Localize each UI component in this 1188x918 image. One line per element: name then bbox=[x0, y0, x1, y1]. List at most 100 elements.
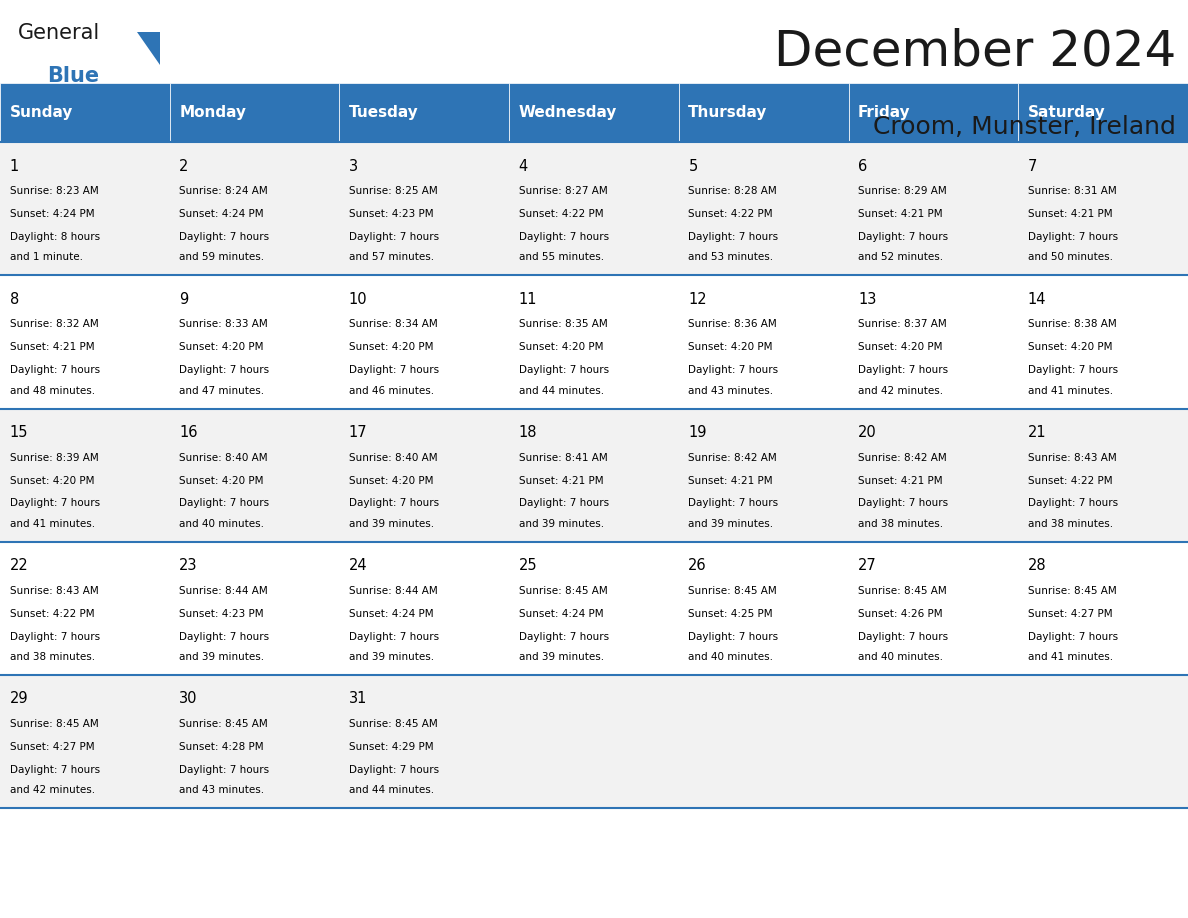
Text: Daylight: 7 hours: Daylight: 7 hours bbox=[179, 765, 270, 775]
Text: and 53 minutes.: and 53 minutes. bbox=[688, 252, 773, 263]
Text: Sunset: 4:20 PM: Sunset: 4:20 PM bbox=[179, 476, 264, 486]
Bar bbox=[848, 409, 1018, 542]
Text: Sunrise: 8:29 AM: Sunrise: 8:29 AM bbox=[858, 186, 947, 196]
Text: Sunrise: 8:23 AM: Sunrise: 8:23 AM bbox=[10, 186, 99, 196]
Bar bbox=[1018, 542, 1188, 675]
Text: 3: 3 bbox=[349, 159, 358, 174]
Text: Daylight: 7 hours: Daylight: 7 hours bbox=[519, 365, 608, 375]
Text: Sunrise: 8:31 AM: Sunrise: 8:31 AM bbox=[1028, 186, 1117, 196]
Text: Daylight: 7 hours: Daylight: 7 hours bbox=[1028, 632, 1118, 642]
Bar bbox=[678, 275, 848, 409]
Bar bbox=[0, 83, 170, 142]
Bar bbox=[510, 275, 678, 409]
Text: Sunset: 4:20 PM: Sunset: 4:20 PM bbox=[1028, 342, 1112, 353]
Text: Sunrise: 8:45 AM: Sunrise: 8:45 AM bbox=[519, 586, 607, 596]
Polygon shape bbox=[137, 32, 160, 65]
Text: Sunset: 4:28 PM: Sunset: 4:28 PM bbox=[179, 742, 264, 752]
Text: Sunset: 4:27 PM: Sunset: 4:27 PM bbox=[10, 742, 94, 752]
Text: Sunset: 4:21 PM: Sunset: 4:21 PM bbox=[858, 209, 943, 219]
Text: Daylight: 7 hours: Daylight: 7 hours bbox=[179, 632, 270, 642]
Text: Friday: Friday bbox=[858, 105, 911, 120]
Text: Sunrise: 8:45 AM: Sunrise: 8:45 AM bbox=[858, 586, 947, 596]
Text: Sunrise: 8:24 AM: Sunrise: 8:24 AM bbox=[179, 186, 268, 196]
Text: Sunset: 4:25 PM: Sunset: 4:25 PM bbox=[688, 609, 773, 619]
Text: 12: 12 bbox=[688, 292, 707, 307]
Text: 11: 11 bbox=[519, 292, 537, 307]
Text: and 48 minutes.: and 48 minutes. bbox=[10, 386, 95, 396]
Text: and 39 minutes.: and 39 minutes. bbox=[519, 652, 604, 662]
Text: and 50 minutes.: and 50 minutes. bbox=[1028, 252, 1113, 263]
Text: Daylight: 7 hours: Daylight: 7 hours bbox=[688, 632, 778, 642]
Text: Tuesday: Tuesday bbox=[349, 105, 418, 120]
Text: and 39 minutes.: and 39 minutes. bbox=[349, 652, 434, 662]
Text: Sunrise: 8:37 AM: Sunrise: 8:37 AM bbox=[858, 319, 947, 330]
Text: Sunrise: 8:41 AM: Sunrise: 8:41 AM bbox=[519, 453, 607, 463]
Bar bbox=[0, 542, 170, 675]
Text: Daylight: 7 hours: Daylight: 7 hours bbox=[1028, 498, 1118, 509]
Text: Sunrise: 8:40 AM: Sunrise: 8:40 AM bbox=[179, 453, 267, 463]
Text: 18: 18 bbox=[519, 425, 537, 440]
Bar bbox=[1018, 142, 1188, 275]
Text: Sunrise: 8:28 AM: Sunrise: 8:28 AM bbox=[688, 186, 777, 196]
Text: Daylight: 7 hours: Daylight: 7 hours bbox=[10, 498, 100, 509]
Text: 28: 28 bbox=[1028, 558, 1047, 573]
Text: 22: 22 bbox=[10, 558, 29, 573]
Text: Sunrise: 8:38 AM: Sunrise: 8:38 AM bbox=[1028, 319, 1117, 330]
Text: Daylight: 7 hours: Daylight: 7 hours bbox=[858, 498, 948, 509]
Bar bbox=[340, 542, 510, 675]
Text: Daylight: 7 hours: Daylight: 7 hours bbox=[10, 765, 100, 775]
Text: 24: 24 bbox=[349, 558, 367, 573]
Text: 26: 26 bbox=[688, 558, 707, 573]
Text: 14: 14 bbox=[1028, 292, 1047, 307]
Bar bbox=[678, 142, 848, 275]
Bar bbox=[848, 675, 1018, 808]
Bar bbox=[510, 542, 678, 675]
Text: Sunset: 4:27 PM: Sunset: 4:27 PM bbox=[1028, 609, 1112, 619]
Text: 25: 25 bbox=[519, 558, 537, 573]
Text: Sunset: 4:29 PM: Sunset: 4:29 PM bbox=[349, 742, 434, 752]
Text: and 1 minute.: and 1 minute. bbox=[10, 252, 82, 263]
Text: 7: 7 bbox=[1028, 159, 1037, 174]
Bar bbox=[340, 275, 510, 409]
Text: Sunset: 4:20 PM: Sunset: 4:20 PM bbox=[10, 476, 94, 486]
Text: and 43 minutes.: and 43 minutes. bbox=[688, 386, 773, 396]
Text: Daylight: 7 hours: Daylight: 7 hours bbox=[688, 365, 778, 375]
Text: Sunrise: 8:34 AM: Sunrise: 8:34 AM bbox=[349, 319, 437, 330]
Text: Daylight: 7 hours: Daylight: 7 hours bbox=[1028, 232, 1118, 242]
Bar bbox=[678, 675, 848, 808]
Text: Sunrise: 8:42 AM: Sunrise: 8:42 AM bbox=[858, 453, 947, 463]
Text: Sunset: 4:20 PM: Sunset: 4:20 PM bbox=[349, 476, 434, 486]
Text: Sunday: Sunday bbox=[10, 105, 72, 120]
Text: Daylight: 7 hours: Daylight: 7 hours bbox=[519, 632, 608, 642]
Text: and 38 minutes.: and 38 minutes. bbox=[858, 519, 943, 529]
Bar bbox=[510, 409, 678, 542]
Text: Daylight: 7 hours: Daylight: 7 hours bbox=[349, 365, 440, 375]
Text: Sunrise: 8:32 AM: Sunrise: 8:32 AM bbox=[10, 319, 99, 330]
Bar bbox=[678, 83, 848, 142]
Text: and 42 minutes.: and 42 minutes. bbox=[858, 386, 943, 396]
Text: Daylight: 7 hours: Daylight: 7 hours bbox=[349, 632, 440, 642]
Text: 30: 30 bbox=[179, 691, 197, 706]
Text: and 38 minutes.: and 38 minutes. bbox=[10, 652, 95, 662]
Text: and 44 minutes.: and 44 minutes. bbox=[349, 785, 434, 795]
Text: Sunrise: 8:40 AM: Sunrise: 8:40 AM bbox=[349, 453, 437, 463]
Text: Sunrise: 8:27 AM: Sunrise: 8:27 AM bbox=[519, 186, 607, 196]
Text: 23: 23 bbox=[179, 558, 197, 573]
Text: 5: 5 bbox=[688, 159, 697, 174]
Bar bbox=[170, 409, 340, 542]
Text: Daylight: 7 hours: Daylight: 7 hours bbox=[179, 232, 270, 242]
Bar bbox=[1018, 675, 1188, 808]
Text: Sunset: 4:20 PM: Sunset: 4:20 PM bbox=[688, 342, 773, 353]
Text: 31: 31 bbox=[349, 691, 367, 706]
Text: Daylight: 7 hours: Daylight: 7 hours bbox=[179, 365, 270, 375]
Bar bbox=[1018, 409, 1188, 542]
Text: and 40 minutes.: and 40 minutes. bbox=[688, 652, 773, 662]
Text: and 38 minutes.: and 38 minutes. bbox=[1028, 519, 1113, 529]
Text: Sunrise: 8:36 AM: Sunrise: 8:36 AM bbox=[688, 319, 777, 330]
Bar bbox=[170, 542, 340, 675]
Text: December 2024: December 2024 bbox=[773, 28, 1176, 75]
Text: and 47 minutes.: and 47 minutes. bbox=[179, 386, 265, 396]
Text: Sunrise: 8:43 AM: Sunrise: 8:43 AM bbox=[10, 586, 99, 596]
Text: Sunrise: 8:44 AM: Sunrise: 8:44 AM bbox=[349, 586, 437, 596]
Text: and 41 minutes.: and 41 minutes. bbox=[1028, 386, 1113, 396]
